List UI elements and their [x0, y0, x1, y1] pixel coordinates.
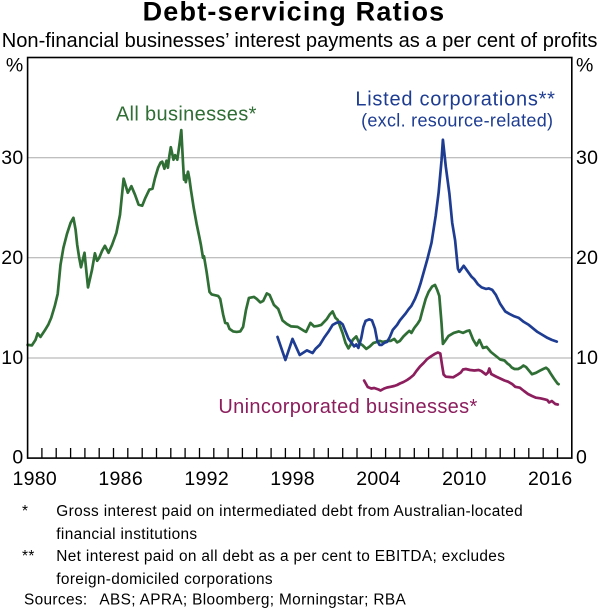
svg-text:30: 30 [1, 147, 23, 169]
svg-text:2016: 2016 [528, 468, 573, 490]
svg-text:%: % [6, 55, 24, 77]
svg-text:30: 30 [576, 147, 598, 169]
svg-text:Non-financial businesses’ inte: Non-financial businesses’ interest payme… [2, 30, 598, 52]
svg-text:(excl. resource-related): (excl. resource-related) [361, 111, 553, 131]
svg-text:Listed corporations**: Listed corporations** [355, 89, 555, 111]
svg-text:10: 10 [1, 347, 23, 369]
svg-text:1986: 1986 [98, 468, 143, 490]
svg-text:2010: 2010 [442, 468, 487, 490]
svg-text:All businesses*: All businesses* [116, 104, 257, 126]
svg-text:foreign-domiciled corporations: foreign-domiciled corporations [56, 571, 273, 588]
svg-text:**: ** [22, 548, 35, 565]
svg-text:0: 0 [12, 446, 23, 468]
svg-text:financial institutions: financial institutions [56, 526, 197, 543]
svg-text:Net interest paid on all debt: Net interest paid on all debt as a per c… [56, 548, 505, 565]
svg-text:0: 0 [576, 446, 587, 468]
svg-text:Sources: ABS; APRA; Bloomberg: Sources: ABS; APRA; Bloomberg; Morningst… [24, 592, 406, 609]
svg-text:20: 20 [576, 247, 598, 269]
svg-text:Debt-servicing Ratios: Debt-servicing Ratios [143, 0, 446, 26]
svg-text:10: 10 [576, 347, 598, 369]
svg-text:Unincorporated businesses*: Unincorporated businesses* [218, 396, 477, 418]
svg-text:*: * [22, 503, 28, 520]
svg-text:1992: 1992 [184, 468, 229, 490]
svg-text:Gross interest paid on interme: Gross interest paid on intermediated deb… [56, 503, 523, 520]
svg-text:20: 20 [1, 247, 23, 269]
svg-text:2004: 2004 [356, 468, 401, 490]
svg-text:1980: 1980 [13, 468, 58, 490]
svg-text:%: % [576, 55, 594, 77]
svg-text:1998: 1998 [270, 468, 315, 490]
